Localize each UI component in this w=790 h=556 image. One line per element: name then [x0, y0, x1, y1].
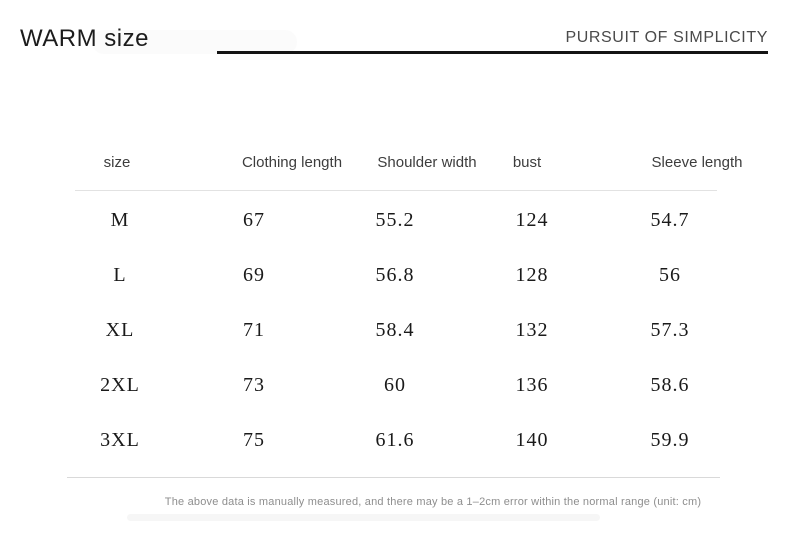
footer-divider: [67, 477, 720, 478]
cell-clothing-length: 69: [243, 264, 265, 286]
cell-sleeve-length: 59.9: [650, 429, 690, 451]
cell-size: M: [110, 209, 130, 231]
brand-tagline: PURSUIT OF SIMPLICITY: [565, 29, 768, 46]
cell-shoulder-width: 58.4: [375, 319, 415, 341]
cell-shoulder-width: 55.2: [375, 209, 415, 231]
cell-size: L: [113, 264, 127, 286]
cell-shoulder-width: 60: [384, 374, 406, 396]
cell-clothing-length: 67: [243, 209, 265, 231]
cell-size: XL: [105, 319, 135, 341]
header-cell-clothing-length: Clothing length: [241, 154, 343, 171]
header-cell-size: size: [103, 154, 131, 171]
cell-size: 3XL: [100, 429, 140, 451]
cell-clothing-length: 73: [243, 374, 265, 396]
cell-size: 2XL: [100, 374, 140, 396]
header-cell-bust: bust: [512, 154, 542, 171]
cell-bust: 128: [515, 264, 549, 286]
header-divider: [217, 51, 768, 54]
header-cell-sleeve-length: Sleeve length: [651, 154, 743, 171]
title-background-smudge: [92, 30, 297, 54]
cell-shoulder-width: 61.6: [375, 429, 415, 451]
cell-bust: 132: [515, 319, 549, 341]
table-header-underline: [75, 190, 717, 191]
cell-sleeve-length: 57.3: [650, 319, 690, 341]
footer-faded-text-smudge: [127, 514, 600, 521]
cell-sleeve-length: 56: [659, 264, 681, 286]
cell-sleeve-length: 58.6: [650, 374, 690, 396]
header-cell-shoulder-width: Shoulder width: [377, 154, 477, 171]
cell-clothing-length: 75: [243, 429, 265, 451]
cell-bust: 124: [515, 209, 549, 231]
cell-bust: 136: [515, 374, 549, 396]
measurement-disclaimer: The above data is manually measured, and…: [164, 496, 702, 508]
cell-clothing-length: 71: [243, 319, 265, 341]
cell-sleeve-length: 54.7: [650, 209, 690, 231]
cell-shoulder-width: 56.8: [375, 264, 415, 286]
page-title: WARM size: [20, 25, 149, 52]
cell-bust: 140: [515, 429, 549, 451]
